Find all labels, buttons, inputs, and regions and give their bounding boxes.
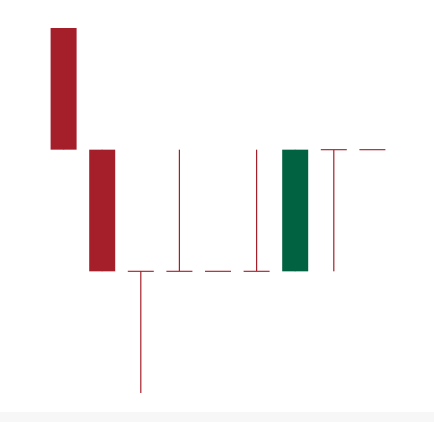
- candle-body-2: [89, 149, 116, 272]
- bottom-band: [0, 412, 434, 422]
- candle-body-1: [50, 28, 77, 150]
- candles-group: [50, 28, 386, 393]
- candle-body-7: [282, 149, 309, 272]
